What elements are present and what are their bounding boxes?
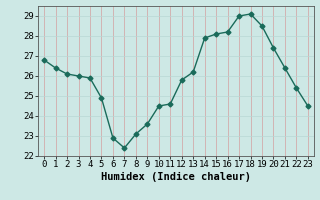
X-axis label: Humidex (Indice chaleur): Humidex (Indice chaleur) xyxy=(101,172,251,182)
